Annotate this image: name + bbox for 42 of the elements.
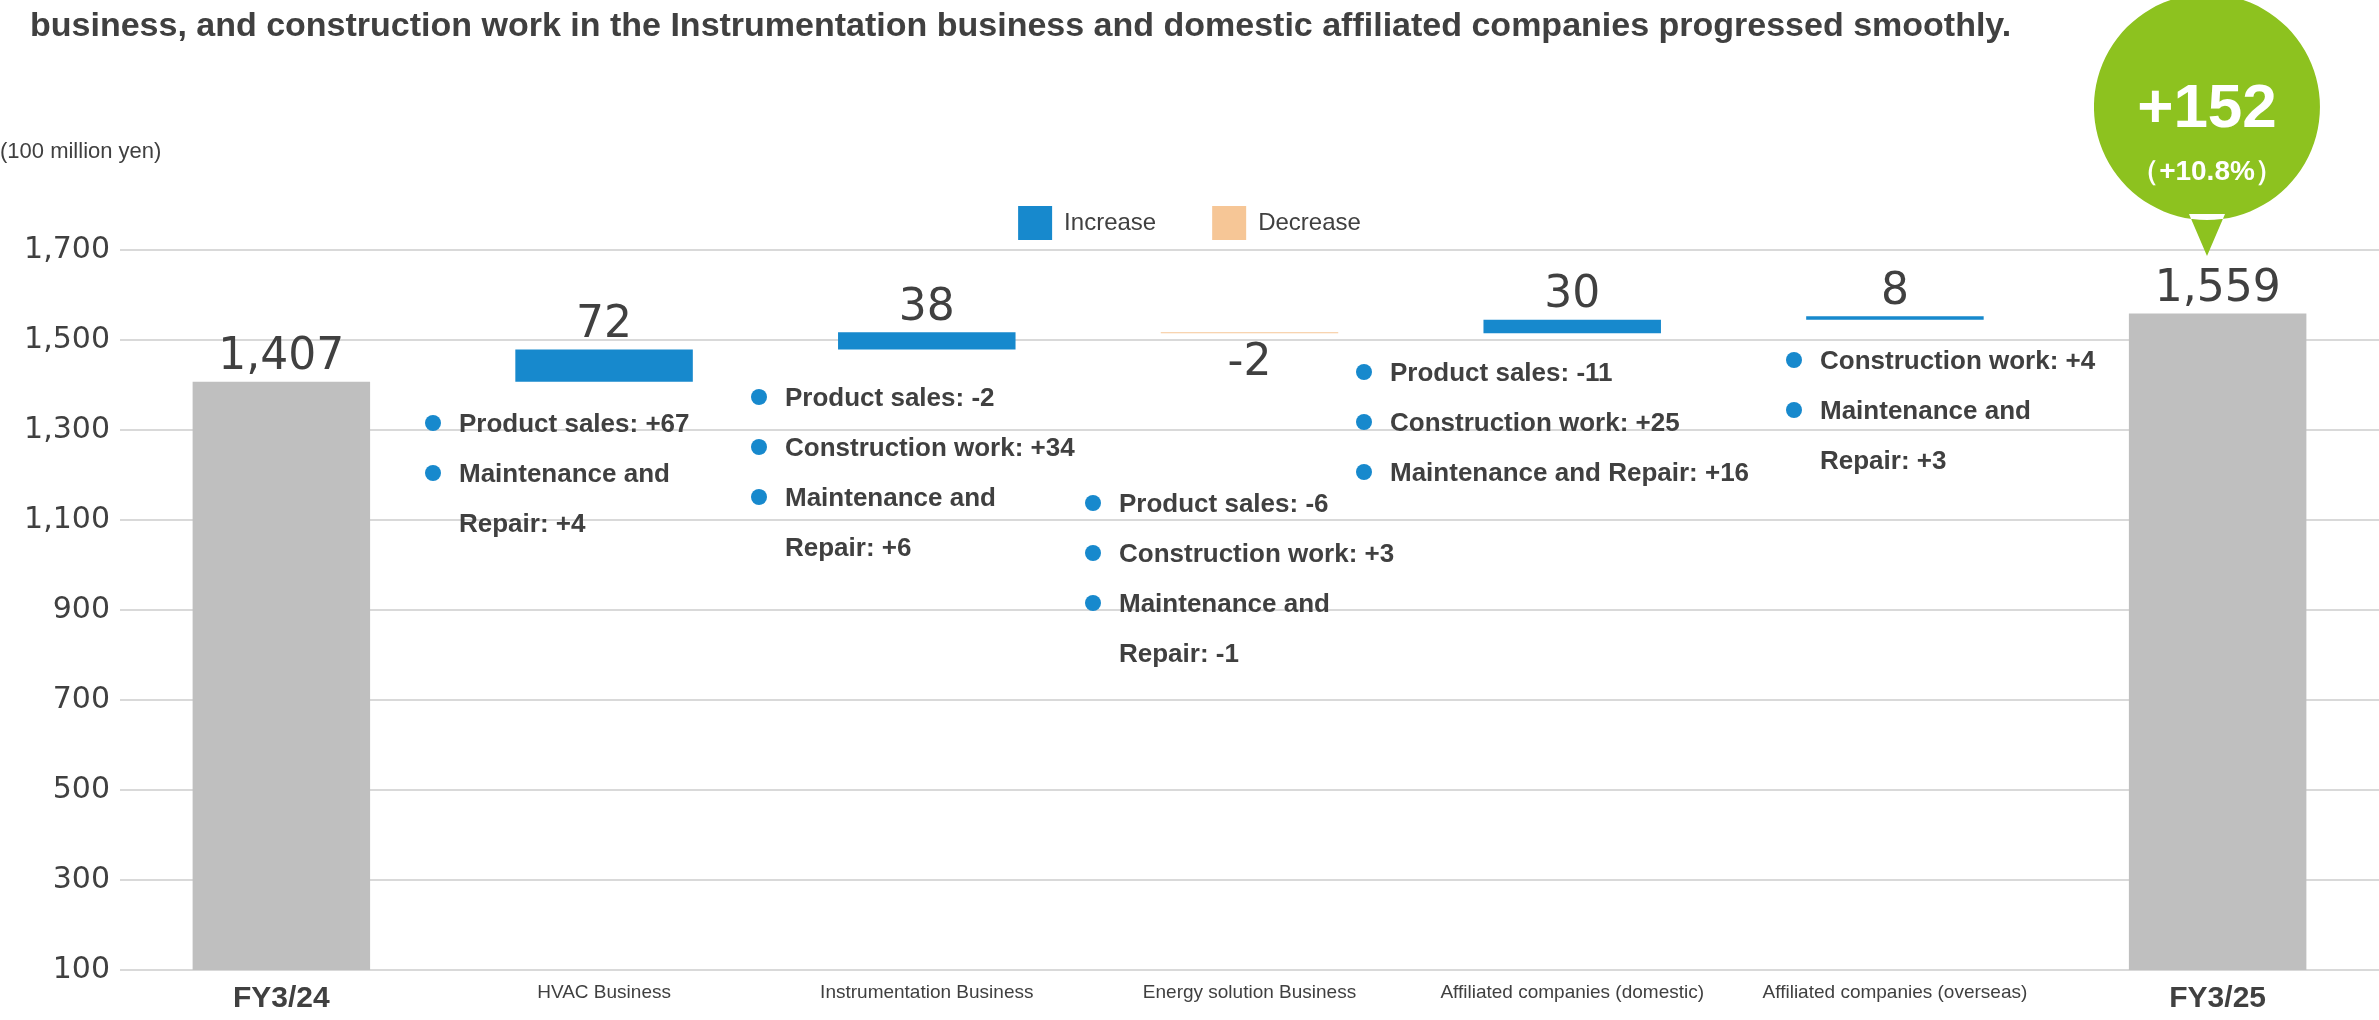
annotation: Maintenance and Repair: +3: [1820, 395, 2031, 475]
y-tick-label: 100: [52, 949, 110, 985]
y-tick-label: 1,100: [24, 499, 110, 535]
x-tick-label: FY3/25: [2169, 980, 2267, 1014]
text: +152: [2136, 70, 2278, 141]
annotation: Construction work: +3: [1119, 538, 1395, 568]
data-label: 72: [576, 295, 633, 347]
x-tick-label: FY3/24: [232, 980, 331, 1014]
annotation: Product sales: -11: [1390, 357, 1613, 387]
y-axis-title: (100 million yen): [0, 138, 162, 164]
annotation: Construction work: +34: [785, 432, 1075, 462]
x-tick-label: Energy solution Business: [1142, 980, 1357, 1002]
annotation: Construction work: +25: [1390, 407, 1680, 437]
y-tick-label: 1,300: [24, 409, 110, 445]
data-label: 8: [1880, 262, 1909, 314]
y-tick-label: 500: [52, 769, 110, 805]
annotation: Product sales: +67: [459, 408, 690, 438]
legend-label: Increase: [1064, 207, 1157, 235]
data-label: 1,407: [218, 328, 345, 380]
y-tick-label: 900: [52, 589, 110, 625]
x-tick-label: Instrumentation Business: [820, 980, 1034, 1002]
annotation: Maintenance and Repair: +4: [459, 458, 670, 538]
legend-label: Decrease: [1258, 207, 1361, 235]
data-label: -2: [1227, 333, 1272, 385]
annotation: Product sales: -6: [1119, 488, 1329, 518]
annotation: Maintenance and Repair: +6: [785, 482, 996, 562]
y-tick-label: 300: [52, 859, 110, 895]
x-tick-label: Affiliated companies (overseas): [1762, 980, 2028, 1002]
annotation: Maintenance and Repair: +16: [1390, 457, 1750, 487]
y-tick-label: 1,500: [24, 319, 110, 355]
text: （+10.8%）: [2130, 154, 2284, 188]
chart-title: business, and construction work in the Instrumentation business and domestic affiliated companies progressed smoothly.: [30, 4, 2013, 45]
annotation: Maintenance and Repair: -1: [1119, 588, 1330, 668]
x-tick-label: HVAC Business: [537, 980, 671, 1002]
y-tick-label: 1,700: [24, 229, 110, 265]
annotation: Construction work: +4: [1820, 345, 2096, 375]
x-tick-label: Affiliated companies (domestic): [1440, 980, 1705, 1002]
data-label: 1,559: [2154, 259, 2281, 311]
data-label: 30: [1544, 266, 1601, 318]
y-tick-label: 700: [52, 679, 110, 715]
annotation: Product sales: -2: [785, 382, 995, 412]
data-label: 38: [898, 278, 955, 330]
